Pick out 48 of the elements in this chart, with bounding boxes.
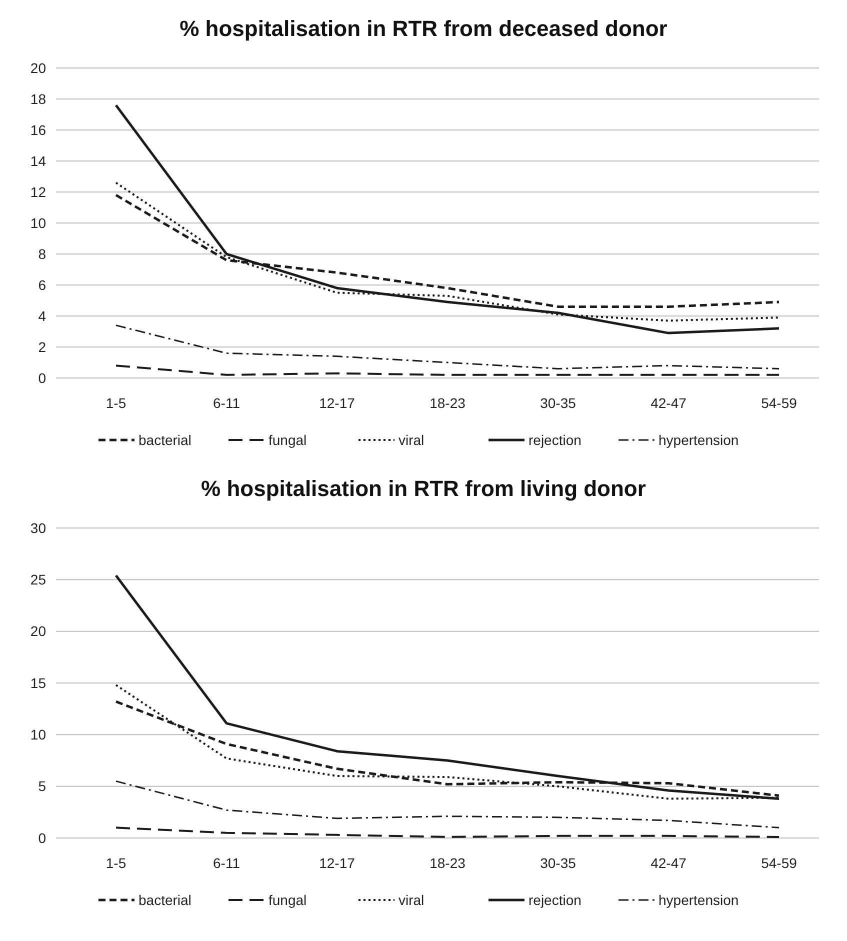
- legend-label: bacterial: [138, 892, 192, 908]
- x-tick-label: 18-23: [430, 855, 466, 871]
- y-tick-label: 8: [38, 246, 46, 262]
- line-series: [115, 826, 780, 838]
- legend-label: viral: [398, 432, 424, 448]
- legend-label: hypertension: [658, 892, 739, 908]
- y-tick-label: 0: [38, 830, 46, 846]
- y-tick-label: 4: [38, 308, 46, 324]
- y-tick-label: 10: [30, 214, 46, 231]
- y-tick-label: 0: [38, 370, 46, 386]
- y-tick-label: 20: [30, 623, 46, 640]
- legend-label: rejection: [528, 432, 582, 448]
- legend-label: bacterial: [138, 432, 192, 448]
- y-tick-label: 15: [30, 674, 46, 691]
- y-tick-label: 12: [30, 184, 46, 200]
- legend-label: rejection: [528, 892, 582, 908]
- x-tick-label: 18-23: [430, 395, 466, 411]
- x-tick-label: 12-17: [319, 855, 356, 871]
- y-tick-label: 10: [30, 726, 46, 743]
- y-tick-label: 6: [38, 276, 46, 293]
- x-tick-label: 6-11: [213, 395, 240, 411]
- x-tick-label: 42-47: [650, 395, 687, 411]
- y-tick-label: 16: [30, 122, 46, 138]
- y-tick-label: 5: [38, 778, 46, 794]
- x-tick-label: 6-11: [213, 855, 240, 871]
- legend-label: fungal: [268, 892, 307, 908]
- chart-title: % hospitalisation in RTR from deceased donor: [180, 16, 668, 41]
- x-tick-label: 1-5: [106, 395, 126, 411]
- x-tick-label: 12-17: [319, 395, 356, 411]
- x-tick-label: 54-59: [761, 855, 798, 871]
- legend-label: viral: [398, 892, 424, 908]
- chart-title: % hospitalisation in RTR from living donor: [201, 476, 646, 501]
- legend-label: hypertension: [658, 432, 739, 448]
- line-series: [114, 104, 780, 334]
- y-tick-label: 2: [38, 338, 46, 355]
- y-tick-label: 30: [30, 520, 46, 536]
- legend-label: fungal: [268, 432, 307, 448]
- x-tick-label: 30-35: [540, 855, 576, 871]
- y-tick-label: 20: [30, 60, 46, 76]
- line-series: [115, 324, 780, 370]
- x-tick-label: 54-59: [761, 395, 798, 411]
- x-tick-label: 42-47: [650, 855, 687, 871]
- line-series: [115, 780, 780, 828]
- y-tick-label: 14: [30, 152, 46, 169]
- x-tick-label: 30-35: [540, 395, 576, 411]
- x-tick-label: 1-5: [106, 855, 126, 871]
- y-tick-label: 25: [30, 572, 46, 588]
- y-tick-label: 18: [30, 90, 46, 107]
